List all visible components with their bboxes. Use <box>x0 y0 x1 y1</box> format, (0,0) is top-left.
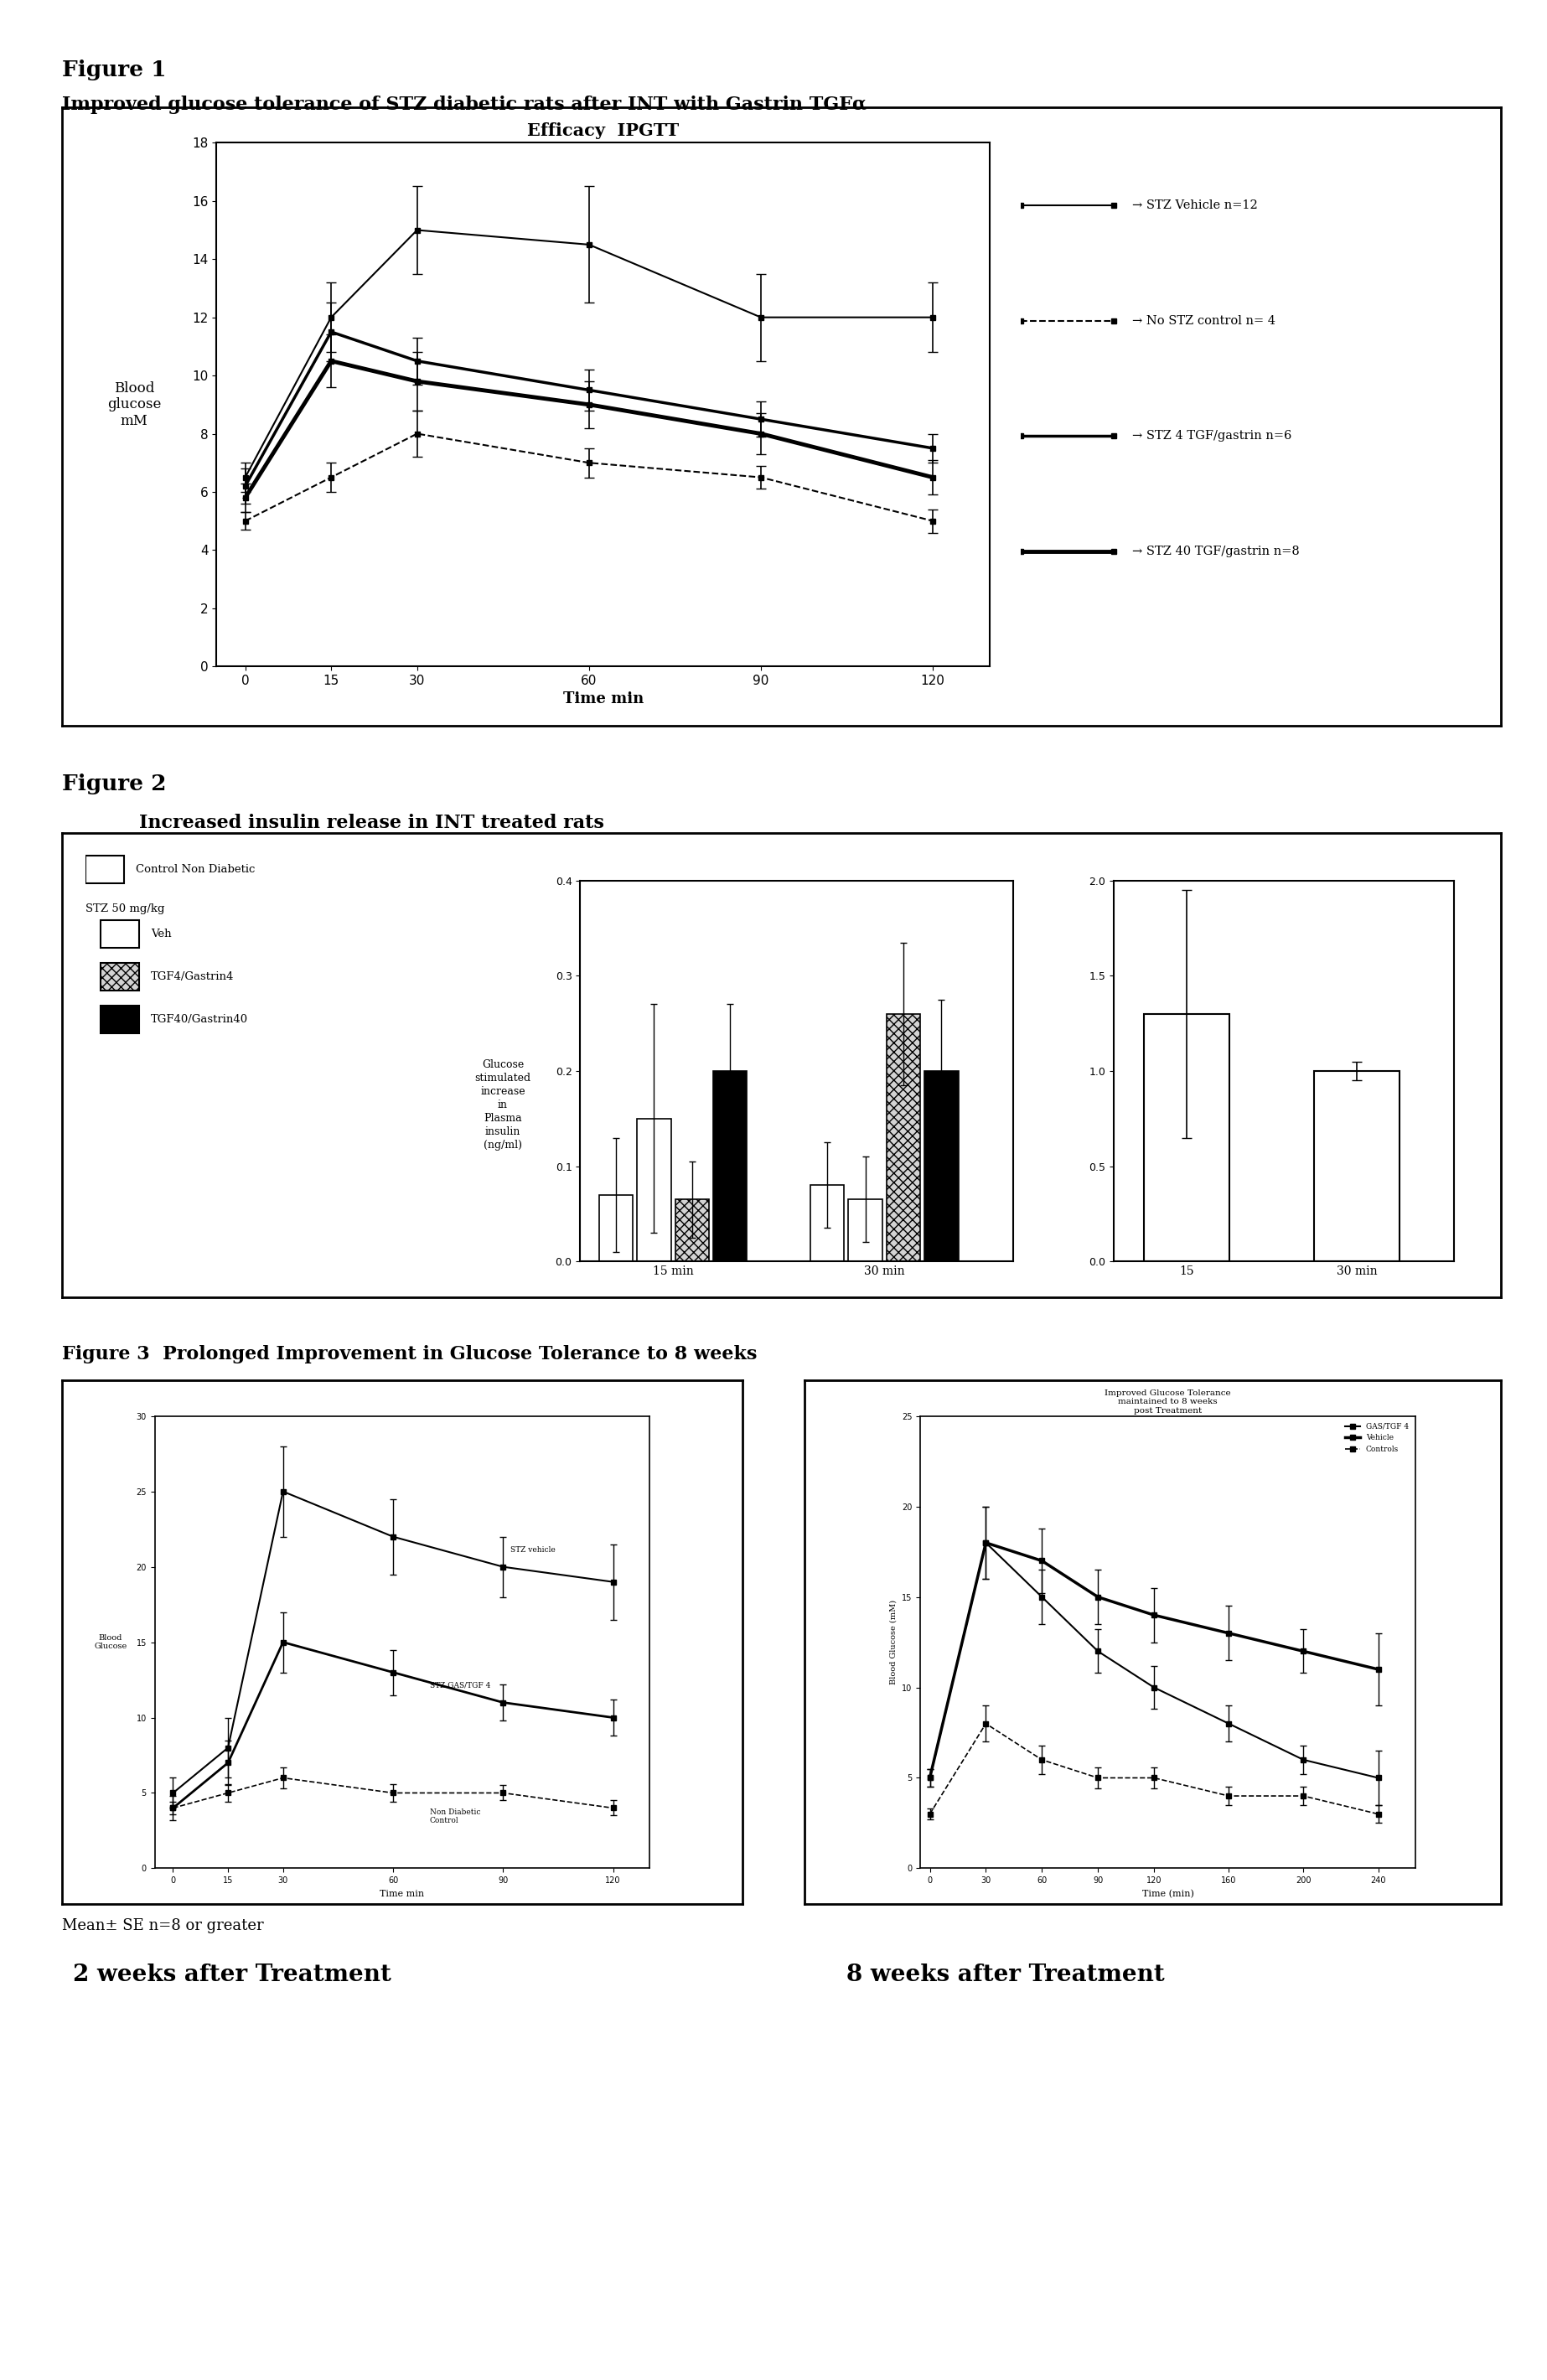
Text: Veh: Veh <box>152 928 172 940</box>
Text: Increased insulin release in INT treated rats: Increased insulin release in INT treated… <box>139 814 605 833</box>
Text: → STZ 40 TGF/gastrin n=8: → STZ 40 TGF/gastrin n=8 <box>1132 545 1299 557</box>
Text: Figure 3  Prolonged Improvement in Glucose Tolerance to 8 weeks: Figure 3 Prolonged Improvement in Glucos… <box>62 1345 756 1364</box>
Text: TGF40/Gastrin40: TGF40/Gastrin40 <box>152 1014 248 1026</box>
Text: Mean± SE n=8 or greater: Mean± SE n=8 or greater <box>62 1918 263 1933</box>
Bar <box>1315 1071 1400 1261</box>
Bar <box>101 1004 139 1033</box>
X-axis label: Time min: Time min <box>563 693 644 707</box>
Text: STZ GAS/TGF 4: STZ GAS/TGF 4 <box>430 1683 490 1690</box>
Title: Efficacy  IPGTT: Efficacy IPGTT <box>528 121 679 138</box>
Bar <box>674 1200 709 1261</box>
Bar <box>101 962 139 990</box>
Y-axis label: Blood
glucose
mM: Blood glucose mM <box>107 381 161 428</box>
Text: TGF4/Gastrin4: TGF4/Gastrin4 <box>152 971 234 983</box>
Bar <box>925 1071 958 1261</box>
Text: STZ vehicle: STZ vehicle <box>511 1547 555 1554</box>
Text: Glucose
stimulated
increase
in
Plasma
insulin
(ng/ml): Glucose stimulated increase in Plasma in… <box>475 1059 531 1150</box>
Bar <box>1145 1014 1230 1261</box>
Bar <box>637 1119 671 1261</box>
Text: → STZ 4 TGF/gastrin n=6: → STZ 4 TGF/gastrin n=6 <box>1132 431 1292 443</box>
Y-axis label: Blood Glucose (mM): Blood Glucose (mM) <box>890 1599 897 1685</box>
Text: Control Non Diabetic: Control Non Diabetic <box>136 864 255 876</box>
X-axis label: Time (min): Time (min) <box>1142 1890 1194 1899</box>
Bar <box>101 919 139 947</box>
Bar <box>848 1200 882 1261</box>
Y-axis label: Blood
Glucose: Blood Glucose <box>94 1635 127 1649</box>
Legend: GAS/TGF 4, Vehicle, Controls: GAS/TGF 4, Vehicle, Controls <box>1341 1421 1412 1457</box>
Text: 2 weeks after Treatment: 2 weeks after Treatment <box>73 1964 391 1987</box>
Text: → STZ Vehicle n=12: → STZ Vehicle n=12 <box>1132 200 1258 212</box>
Bar <box>85 854 124 883</box>
Bar <box>713 1071 747 1261</box>
Text: Improved glucose tolerance of STZ diabetic rats after INT with Gastrin TGFα: Improved glucose tolerance of STZ diabet… <box>62 95 866 114</box>
Bar <box>599 1195 633 1261</box>
Text: 8 weeks after Treatment: 8 weeks after Treatment <box>846 1964 1165 1987</box>
Bar <box>811 1185 845 1261</box>
Text: STZ 50 mg/kg: STZ 50 mg/kg <box>85 904 164 914</box>
X-axis label: Time min: Time min <box>381 1890 424 1897</box>
Title: Improved Glucose Tolerance
maintained to 8 weeks
post Treatment: Improved Glucose Tolerance maintained to… <box>1105 1390 1231 1414</box>
Text: Figure 1: Figure 1 <box>62 60 166 81</box>
Bar <box>886 1014 920 1261</box>
Text: → No STZ control n= 4: → No STZ control n= 4 <box>1132 314 1276 326</box>
Text: Non Diabetic
Control: Non Diabetic Control <box>430 1809 481 1825</box>
Text: Figure 2: Figure 2 <box>62 774 166 795</box>
